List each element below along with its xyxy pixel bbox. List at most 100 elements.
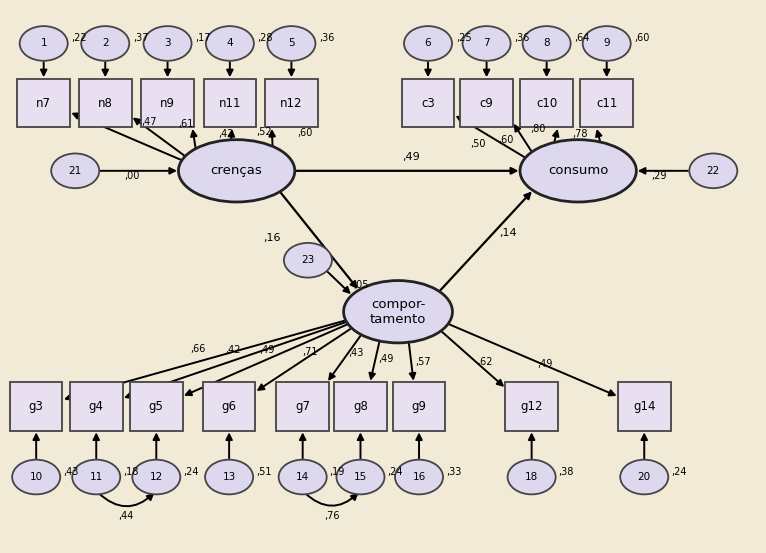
Text: ,00: ,00 bbox=[124, 171, 139, 181]
Circle shape bbox=[463, 26, 511, 61]
Text: n9: n9 bbox=[160, 97, 175, 109]
FancyBboxPatch shape bbox=[204, 79, 256, 128]
Text: 9: 9 bbox=[604, 39, 610, 49]
Text: ,37: ,37 bbox=[133, 33, 149, 43]
Text: g3: g3 bbox=[29, 400, 44, 413]
Text: 2: 2 bbox=[102, 39, 109, 49]
FancyBboxPatch shape bbox=[10, 382, 63, 431]
Text: compor-
tamento: compor- tamento bbox=[370, 298, 426, 326]
FancyBboxPatch shape bbox=[393, 382, 445, 431]
FancyBboxPatch shape bbox=[203, 382, 255, 431]
Text: ,60: ,60 bbox=[297, 128, 313, 138]
Text: 14: 14 bbox=[296, 472, 309, 482]
Text: n12: n12 bbox=[280, 97, 303, 109]
Circle shape bbox=[620, 460, 668, 494]
FancyBboxPatch shape bbox=[581, 79, 633, 128]
Text: g9: g9 bbox=[411, 400, 427, 413]
Text: ,24: ,24 bbox=[388, 467, 403, 477]
Text: n8: n8 bbox=[98, 97, 113, 109]
FancyBboxPatch shape bbox=[506, 382, 558, 431]
Text: 16: 16 bbox=[412, 472, 426, 482]
Text: ,66: ,66 bbox=[191, 344, 206, 354]
Text: ,42: ,42 bbox=[225, 345, 241, 355]
Text: ,47: ,47 bbox=[142, 117, 157, 127]
Text: ,17: ,17 bbox=[195, 33, 211, 43]
Text: ,19: ,19 bbox=[329, 467, 345, 477]
Text: ,78: ,78 bbox=[572, 129, 588, 139]
Text: 15: 15 bbox=[354, 472, 367, 482]
Circle shape bbox=[583, 26, 630, 61]
Text: ,52: ,52 bbox=[257, 127, 272, 137]
Circle shape bbox=[51, 154, 100, 188]
Text: 20: 20 bbox=[637, 472, 651, 482]
Text: n11: n11 bbox=[218, 97, 241, 109]
FancyBboxPatch shape bbox=[334, 382, 387, 431]
Text: ,49: ,49 bbox=[537, 359, 552, 369]
Text: crenças: crenças bbox=[211, 164, 263, 178]
Circle shape bbox=[279, 460, 327, 494]
Text: ,43: ,43 bbox=[348, 348, 363, 358]
Text: n7: n7 bbox=[36, 97, 51, 109]
FancyBboxPatch shape bbox=[460, 79, 513, 128]
Text: ,49: ,49 bbox=[402, 152, 420, 162]
Text: ,36: ,36 bbox=[319, 33, 335, 43]
Circle shape bbox=[267, 26, 316, 61]
Text: ,14: ,14 bbox=[499, 228, 517, 238]
Circle shape bbox=[81, 26, 129, 61]
Text: 6: 6 bbox=[424, 39, 431, 49]
Circle shape bbox=[404, 26, 452, 61]
Text: ,51: ,51 bbox=[256, 467, 272, 477]
Circle shape bbox=[205, 460, 253, 494]
FancyBboxPatch shape bbox=[265, 79, 318, 128]
Text: ,49: ,49 bbox=[260, 345, 275, 355]
Text: c3: c3 bbox=[421, 97, 435, 109]
Text: ,49: ,49 bbox=[378, 353, 394, 364]
Circle shape bbox=[143, 26, 192, 61]
Text: ,33: ,33 bbox=[446, 467, 461, 477]
Text: 18: 18 bbox=[525, 472, 538, 482]
Text: ,57: ,57 bbox=[415, 357, 430, 367]
Circle shape bbox=[133, 460, 180, 494]
Text: 13: 13 bbox=[222, 472, 236, 482]
Text: 8: 8 bbox=[543, 39, 550, 49]
Ellipse shape bbox=[344, 280, 453, 343]
Text: c9: c9 bbox=[480, 97, 493, 109]
Text: ,24: ,24 bbox=[183, 467, 199, 477]
Circle shape bbox=[689, 154, 738, 188]
Text: ,76: ,76 bbox=[324, 511, 339, 521]
Text: 21: 21 bbox=[69, 166, 82, 176]
Text: ,50: ,50 bbox=[470, 139, 486, 149]
Ellipse shape bbox=[520, 140, 637, 202]
FancyBboxPatch shape bbox=[277, 382, 329, 431]
Text: g5: g5 bbox=[149, 400, 164, 413]
Text: ,24: ,24 bbox=[671, 467, 687, 477]
Text: ,60: ,60 bbox=[634, 33, 650, 43]
Text: ,61: ,61 bbox=[178, 119, 193, 129]
Text: 12: 12 bbox=[149, 472, 163, 482]
Text: ,38: ,38 bbox=[558, 467, 574, 477]
Circle shape bbox=[336, 460, 385, 494]
Circle shape bbox=[508, 460, 555, 494]
FancyBboxPatch shape bbox=[520, 79, 573, 128]
Text: ,25: ,25 bbox=[456, 33, 471, 43]
FancyBboxPatch shape bbox=[618, 382, 670, 431]
Text: g8: g8 bbox=[353, 400, 368, 413]
Circle shape bbox=[284, 243, 332, 278]
Text: consumo: consumo bbox=[548, 164, 608, 178]
FancyBboxPatch shape bbox=[70, 382, 123, 431]
Text: ,18: ,18 bbox=[123, 467, 139, 477]
Text: g7: g7 bbox=[295, 400, 310, 413]
Circle shape bbox=[395, 460, 443, 494]
Text: ,42: ,42 bbox=[218, 129, 234, 139]
Text: ,64: ,64 bbox=[574, 33, 590, 43]
Text: ,28: ,28 bbox=[257, 33, 273, 43]
FancyBboxPatch shape bbox=[141, 79, 194, 128]
Text: 3: 3 bbox=[164, 39, 171, 49]
Text: 22: 22 bbox=[707, 166, 720, 176]
Text: ,62: ,62 bbox=[477, 357, 493, 367]
Circle shape bbox=[206, 26, 254, 61]
Text: ,80: ,80 bbox=[530, 124, 545, 134]
Text: 5: 5 bbox=[288, 39, 295, 49]
FancyBboxPatch shape bbox=[130, 382, 182, 431]
Text: g4: g4 bbox=[89, 400, 103, 413]
